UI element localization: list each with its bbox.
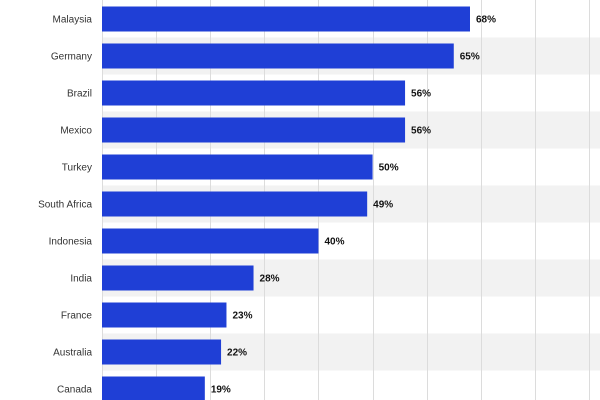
value-label: 50% <box>379 163 399 174</box>
value-label: 19% <box>211 385 231 396</box>
value-label: 56% <box>411 126 431 137</box>
category-labels: Malaysia Germany Brazil Mexico Turkey South A… <box>38 15 92 396</box>
category-label: Turkey <box>62 163 92 174</box>
value-label: 23% <box>232 311 252 322</box>
bar <box>102 6 470 32</box>
value-label: 40% <box>324 237 344 248</box>
bar <box>102 265 254 291</box>
category-label: Canada <box>57 385 92 396</box>
value-label: 49% <box>373 200 393 211</box>
bar <box>102 191 368 217</box>
bars <box>102 6 470 400</box>
value-label: 68% <box>476 15 496 26</box>
bar <box>102 80 406 106</box>
bar <box>102 228 319 254</box>
category-label: France <box>61 311 93 322</box>
value-labels: 68% 65% 56% 56% 50% 49% 40% 28% 23% 22% 19% <box>211 15 496 396</box>
category-label: Germany <box>51 52 92 63</box>
bar <box>102 302 227 328</box>
bar <box>102 376 205 400</box>
bar <box>102 154 373 180</box>
category-label: Indonesia <box>49 237 93 248</box>
category-label: Brazil <box>67 89 92 100</box>
bar <box>102 43 454 69</box>
category-label: South Africa <box>38 200 92 211</box>
bar <box>102 117 406 143</box>
category-label: India <box>70 274 92 285</box>
category-label: Australia <box>53 348 92 359</box>
value-label: 65% <box>460 52 480 63</box>
value-label: 56% <box>411 89 431 100</box>
bar <box>102 339 222 365</box>
value-label: 22% <box>227 348 247 359</box>
value-label: 28% <box>260 274 280 285</box>
category-label: Mexico <box>60 126 92 137</box>
category-label: Malaysia <box>53 15 93 26</box>
